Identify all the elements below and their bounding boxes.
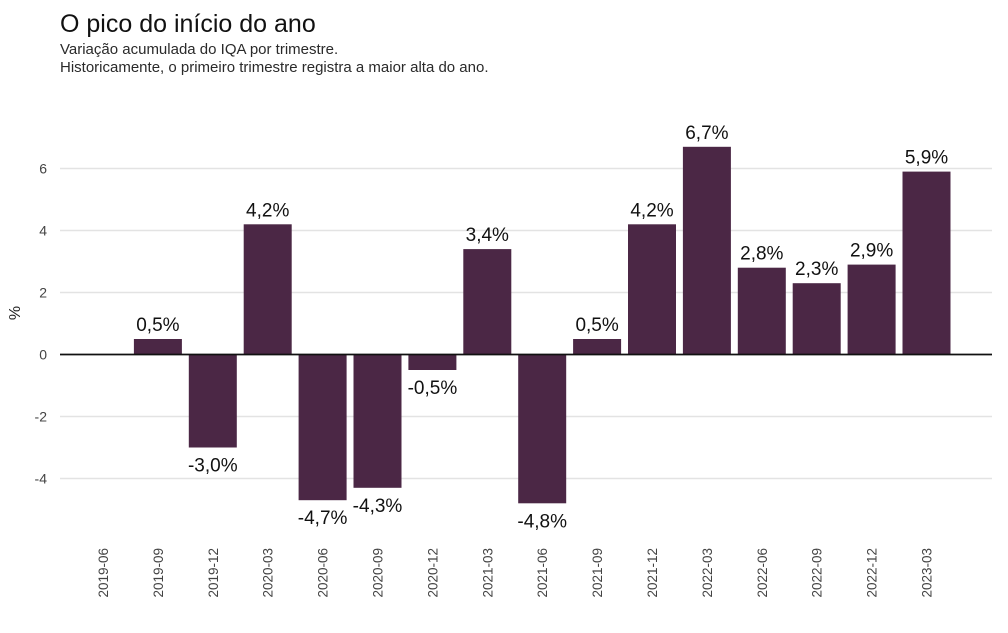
- bar-value-label: 0,5%: [575, 315, 618, 336]
- bar-value-label: 4,2%: [630, 200, 673, 221]
- bar: [243, 224, 292, 355]
- y-tick-label: -2: [35, 409, 48, 425]
- subtitle-line-2: Historicamente, o primeiro trimestre reg…: [60, 59, 489, 76]
- bar-value-label: -0,5%: [408, 378, 458, 399]
- bar-value-label: -4,7%: [298, 508, 348, 529]
- bar-value-label: -4,8%: [517, 511, 567, 532]
- x-tick-label: 2020-06: [316, 548, 331, 598]
- bar: [188, 354, 237, 448]
- bar: [463, 249, 512, 355]
- bar: [518, 354, 567, 504]
- x-tick-label: 2021-12: [645, 548, 660, 598]
- chart-title: O pico do início do ano: [60, 10, 316, 38]
- bar: [298, 354, 347, 501]
- x-axis-ticks: 2019-06 2019-09 2019-12 2020-03 2020-06 2020-…: [96, 548, 935, 598]
- subtitle-line-1: Variação acumulada do IQA por trimestre.: [60, 41, 339, 58]
- y-tick-label: -4: [35, 471, 48, 487]
- bar-value-label: 4,2%: [246, 200, 289, 221]
- x-tick-label: 2022-03: [700, 548, 715, 598]
- bar: [353, 354, 402, 488]
- bar-value-label: -3,0%: [188, 456, 238, 477]
- x-tick-label: 2022-12: [865, 548, 880, 598]
- bar: [408, 354, 457, 370]
- bar: [573, 339, 622, 355]
- bar-value-label: 2,8%: [740, 244, 783, 265]
- x-tick-label: 2021-09: [590, 548, 605, 598]
- y-axis-ticks: -4 -2 0 2 4 6: [35, 161, 48, 487]
- x-tick-label: 2020-03: [261, 548, 276, 598]
- bar-value-label: 0,5%: [136, 315, 179, 336]
- x-tick-label: 2019-12: [206, 548, 221, 598]
- bar: [133, 339, 182, 355]
- x-tick-label: 2019-06: [96, 548, 111, 598]
- y-tick-label: 6: [39, 161, 47, 177]
- bar-value-label: -4,3%: [353, 496, 403, 517]
- x-tick-label: 2020-12: [425, 548, 440, 598]
- x-tick-label: 2020-09: [371, 548, 386, 598]
- chart-subtitle: Variação acumulada do IQA por trimestre.…: [60, 41, 489, 77]
- bars: [133, 146, 951, 504]
- bar-value-label: 6,7%: [685, 123, 728, 144]
- y-tick-label: 0: [39, 347, 47, 363]
- x-tick-label: 2022-09: [810, 548, 825, 598]
- y-axis-label: %: [7, 306, 24, 320]
- x-tick-label: 2021-06: [535, 548, 550, 598]
- bar: [902, 171, 951, 355]
- bar-value-label: 2,9%: [850, 241, 893, 262]
- x-tick-label: 2019-09: [151, 548, 166, 598]
- value-labels: 0,5% -3,0% 4,2% -4,7%-4,3% -0,5% 3,4% -4,8% 0,5…: [136, 123, 948, 532]
- bar: [792, 283, 841, 355]
- y-tick-label: 4: [39, 223, 47, 239]
- bar: [737, 267, 786, 355]
- bar: [628, 224, 676, 355]
- bar: [682, 146, 731, 355]
- bar-value-label: 3,4%: [466, 225, 509, 246]
- bar-value-label: 2,3%: [795, 259, 838, 280]
- bar-value-label: 5,9%: [905, 148, 948, 169]
- x-tick-label: 2023-03: [920, 548, 935, 598]
- y-tick-label: 2: [39, 285, 47, 301]
- x-tick-label: 2022-06: [755, 548, 770, 598]
- x-tick-label: 2021-03: [480, 548, 495, 598]
- bar: [847, 264, 896, 355]
